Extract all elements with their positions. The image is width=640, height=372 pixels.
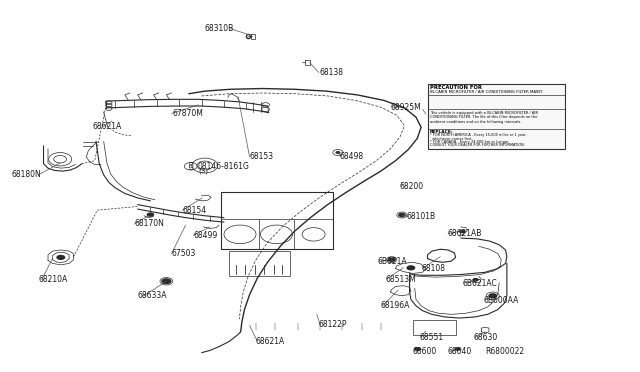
Circle shape (147, 212, 154, 217)
Text: Ⓑ: Ⓑ (188, 162, 193, 171)
Text: R6800022: R6800022 (485, 347, 524, 356)
Text: 68108: 68108 (421, 264, 445, 273)
Circle shape (472, 278, 479, 282)
Bar (229, 251, 290, 276)
Bar (428, 84, 565, 149)
Circle shape (488, 293, 497, 298)
Text: 68630: 68630 (474, 333, 498, 342)
Text: B: B (189, 164, 193, 169)
Text: 68101B: 68101B (406, 212, 436, 221)
Text: 68633A: 68633A (138, 291, 167, 300)
Text: 68210A: 68210A (38, 275, 68, 284)
Circle shape (388, 257, 396, 262)
Circle shape (49, 153, 72, 166)
Text: 68621A: 68621A (256, 337, 285, 346)
Text: 68925M: 68925M (390, 103, 421, 112)
Circle shape (197, 161, 212, 170)
Circle shape (260, 225, 292, 244)
Circle shape (398, 213, 406, 217)
Bar (413, 320, 456, 335)
Text: CONDITIONING FILTER. The life of this filter depends on the: CONDITIONING FILTER. The life of this fi… (430, 115, 538, 119)
Text: 68200: 68200 (400, 182, 424, 191)
Text: 68498: 68498 (339, 153, 364, 161)
Circle shape (406, 265, 415, 270)
Circle shape (54, 155, 67, 163)
Text: REPLACE:: REPLACE: (430, 130, 454, 134)
Text: 68122P: 68122P (319, 320, 348, 329)
Bar (221, 192, 333, 249)
Text: CONSULT YOUR DEALER FOR FURTHER INFORMATION.: CONSULT YOUR DEALER FOR FURTHER INFORMAT… (430, 144, 525, 147)
Text: ambient conditions and on the following intervals.: ambient conditions and on the following … (430, 120, 522, 124)
Text: 67503: 67503 (172, 249, 196, 258)
Text: 08146-8161G: 08146-8161G (197, 162, 249, 171)
Text: 68621A: 68621A (93, 122, 122, 131)
Circle shape (302, 228, 325, 241)
Text: This vehicle is equipped with a IN-CABIN MICROFILTER / AIR: This vehicle is equipped with a IN-CABIN… (430, 111, 538, 115)
Text: 68310B: 68310B (204, 24, 234, 33)
Text: * FOR NORTH AMERICA - Every 15,000 miles or 1 year,: * FOR NORTH AMERICA - Every 15,000 miles… (430, 134, 527, 137)
Text: 68180N: 68180N (12, 170, 41, 179)
Text: 68551: 68551 (419, 333, 444, 342)
Text: 6B600AA: 6B600AA (483, 296, 518, 305)
Circle shape (414, 347, 420, 351)
Circle shape (161, 278, 172, 284)
Text: 68153: 68153 (250, 153, 274, 161)
Circle shape (454, 347, 461, 351)
Text: whichever comes first.: whichever comes first. (430, 137, 473, 141)
Text: 67870M: 67870M (173, 109, 204, 118)
Text: 68138: 68138 (320, 68, 344, 77)
Text: 68196A: 68196A (381, 301, 410, 310)
Text: 68154: 68154 (182, 206, 207, 215)
Text: * FOR CANADA - Every 24,000 km or Longer.: * FOR CANADA - Every 24,000 km or Longer… (430, 140, 509, 144)
Text: (3): (3) (198, 168, 209, 174)
Text: PRECAUTION FOR: PRECAUTION FOR (430, 85, 482, 90)
Circle shape (56, 255, 65, 260)
Text: IN-CABIN MICROFILTER / AIR CONDITIONING FILTER MAINT.: IN-CABIN MICROFILTER / AIR CONDITIONING … (430, 90, 543, 93)
Text: 68513M: 68513M (385, 275, 416, 283)
Text: 68621AB: 68621AB (448, 229, 483, 238)
Text: 6B621A: 6B621A (378, 257, 407, 266)
Circle shape (459, 230, 465, 233)
Circle shape (224, 225, 256, 244)
Circle shape (192, 158, 218, 173)
Text: 68600: 68600 (413, 347, 437, 356)
Circle shape (335, 151, 340, 154)
Circle shape (333, 150, 343, 155)
Text: 6B621AC: 6B621AC (462, 279, 497, 288)
Text: 68499: 68499 (193, 231, 218, 240)
Text: 68640: 68640 (448, 347, 472, 356)
Text: 68170N: 68170N (134, 219, 164, 228)
